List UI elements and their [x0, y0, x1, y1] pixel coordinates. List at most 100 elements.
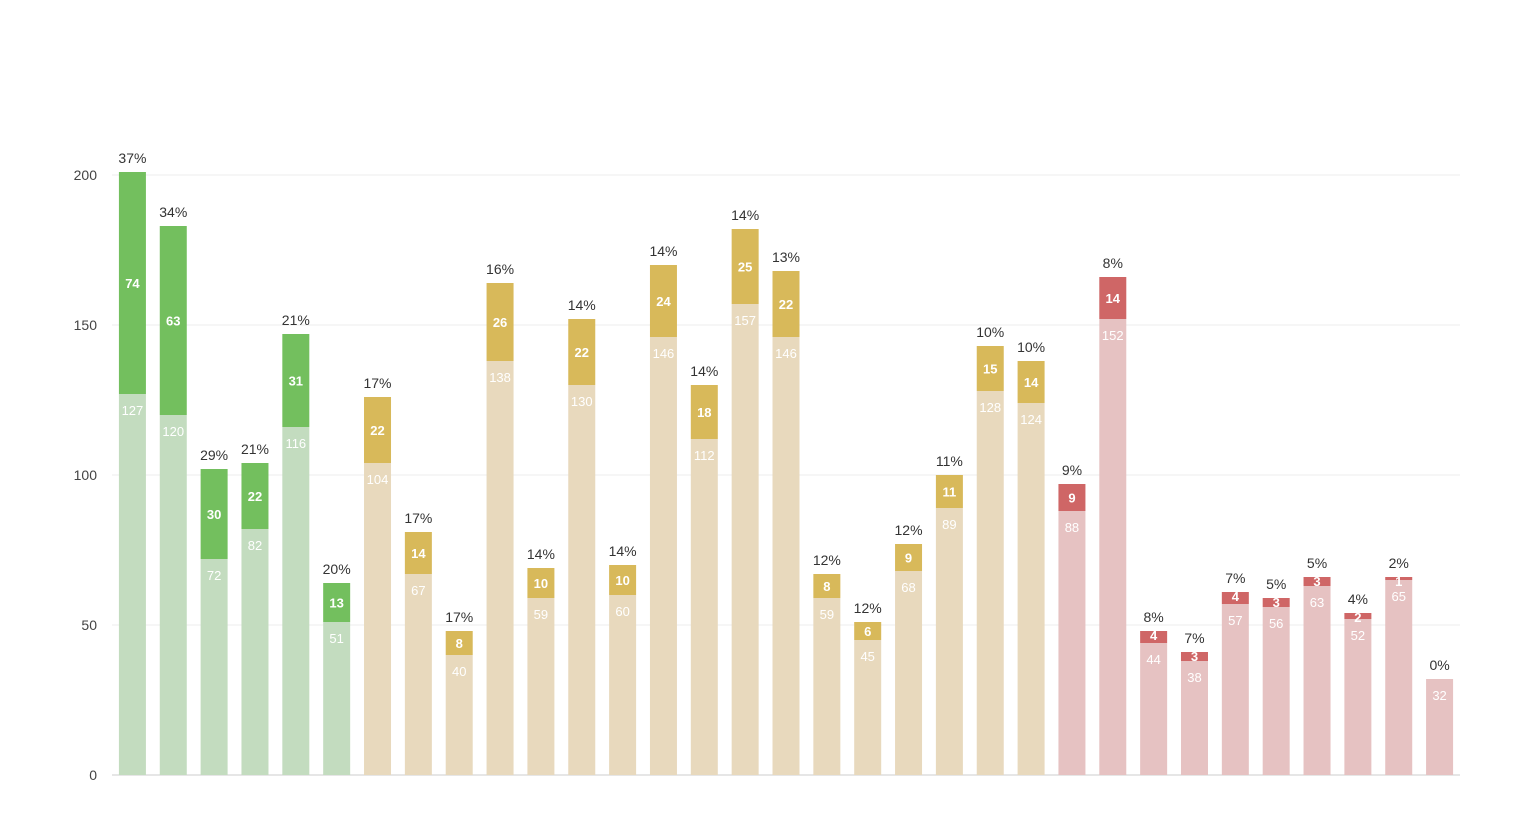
- bar-percent-label: 14%: [690, 363, 718, 379]
- bar-base-value-label: 124: [1020, 412, 1042, 427]
- bar-top-value-label: 10: [534, 576, 548, 591]
- bar-percent-label: 17%: [445, 609, 473, 625]
- bar-base-value-label: 127: [122, 403, 144, 418]
- bar-top-value-label: 14: [1106, 291, 1121, 306]
- bar-base-segment: [323, 622, 351, 775]
- bar-top-value-label: 22: [248, 489, 262, 504]
- bar-base-value-label: 59: [534, 607, 548, 622]
- bar-top-segment: [1262, 598, 1290, 607]
- bar-base-segment: [1058, 511, 1086, 775]
- bar-base-segment: [1221, 604, 1249, 775]
- bar-base-segment: [690, 439, 718, 775]
- bar-top-segment: [690, 385, 718, 439]
- bar-percent-label: 9%: [1062, 462, 1082, 478]
- bar-top-segment: [527, 568, 555, 598]
- bar-base-segment: [854, 640, 882, 775]
- bar-percent-label: 14%: [527, 546, 555, 562]
- bar-base-segment: [731, 304, 759, 775]
- bar-top-value-label: 10: [615, 573, 629, 588]
- bar-percent-label: 10%: [1017, 339, 1045, 355]
- bar-percent-label: 12%: [895, 522, 923, 538]
- bar-base-value-label: 152: [1102, 328, 1124, 343]
- bar-percent-label: 29%: [200, 447, 228, 463]
- bar-top-segment: [200, 469, 228, 559]
- bar-base-value-label: 68: [901, 580, 915, 595]
- bar-top-segment: [976, 346, 1004, 391]
- bar-top-value-label: 22: [370, 423, 384, 438]
- bar-percent-label: 14%: [609, 543, 637, 559]
- bar-top-value-label: 3: [1191, 649, 1198, 664]
- bar-top-segment: [731, 229, 759, 304]
- bar-base-value-label: 60: [615, 604, 629, 619]
- bar-top-segment: [445, 631, 473, 655]
- bar-top-value-label: 15: [983, 362, 997, 377]
- bar-top-value-label: 30: [207, 507, 221, 522]
- bar-base-segment: [568, 385, 596, 775]
- bar-top-segment: [1385, 577, 1413, 580]
- bar-percent-label: 14%: [649, 243, 677, 259]
- bar-base-value-label: 157: [734, 313, 756, 328]
- bar-top-value-label: 9: [1068, 491, 1075, 506]
- bar-top-segment: [1058, 484, 1086, 511]
- bar-percent-label: 21%: [241, 441, 269, 457]
- bar-base-segment: [1099, 319, 1127, 775]
- bar-base-value-label: 89: [942, 517, 956, 532]
- bar-base-segment: [118, 394, 146, 775]
- bar-base-value-label: 116: [285, 436, 306, 451]
- bar-top-value-label: 8: [456, 636, 463, 651]
- bar-base-segment: [1262, 607, 1290, 775]
- bar-top-value-label: 11: [943, 485, 957, 500]
- bar-top-value-label: 13: [329, 596, 343, 611]
- y-tick-label: 150: [74, 317, 98, 333]
- bar-base-segment: [404, 574, 432, 775]
- bar-base-value-label: 72: [207, 568, 221, 583]
- bar-top-segment: [118, 172, 146, 394]
- bar-top-value-label: 25: [738, 260, 752, 275]
- bar-top-segment: [404, 532, 432, 574]
- bar-top-segment: [813, 574, 841, 598]
- bar-percent-label: 34%: [159, 204, 187, 220]
- bar-top-segment: [282, 334, 310, 427]
- bar-base-value-label: 130: [571, 394, 593, 409]
- bar-percent-label: 20%: [323, 561, 351, 577]
- bar-percent-label: 8%: [1144, 609, 1164, 625]
- bar-top-value-label: 31: [289, 374, 303, 389]
- bar-top-value-label: 22: [779, 297, 793, 312]
- bar-top-value-label: 24: [656, 294, 671, 309]
- bar-top-segment: [1180, 652, 1208, 661]
- bar-top-segment: [1099, 277, 1127, 319]
- bar-top-value-label: 1: [1395, 574, 1402, 589]
- bar-percent-label: 5%: [1266, 576, 1286, 592]
- bar-base-segment: [895, 571, 923, 775]
- bar-top-segment: [772, 271, 800, 337]
- bar-base-segment: [609, 595, 637, 775]
- bar-top-segment: [895, 544, 923, 571]
- bar-base-value-label: 57: [1228, 613, 1242, 628]
- bar-percent-label: 14%: [568, 297, 596, 313]
- bar-top-segment: [159, 226, 187, 415]
- bar-base-value-label: 40: [452, 664, 466, 679]
- bar-top-segment: [935, 475, 963, 508]
- bar-top-segment: [609, 565, 637, 595]
- bar-base-segment: [1140, 643, 1168, 775]
- bar-top-value-label: 2: [1354, 610, 1361, 625]
- bar-top-value-label: 14: [1024, 375, 1039, 390]
- bar-top-segment: [568, 319, 596, 385]
- bar-percent-label: 2%: [1389, 555, 1409, 571]
- bar-top-value-label: 3: [1313, 574, 1320, 589]
- bar-percent-label: 14%: [731, 207, 759, 223]
- bar-top-segment: [1140, 631, 1168, 643]
- bar-percent-label: 4%: [1348, 591, 1368, 607]
- bar-percent-label: 8%: [1103, 255, 1123, 271]
- bar-base-segment: [1017, 403, 1045, 775]
- bar-percent-label: 17%: [404, 510, 432, 526]
- bar-percent-label: 37%: [118, 150, 146, 166]
- y-tick-label: 100: [74, 467, 98, 483]
- bar-base-value-label: 88: [1065, 520, 1079, 535]
- bar-percent-label: 7%: [1184, 630, 1204, 646]
- bar-base-value-label: 120: [162, 424, 184, 439]
- bar-base-segment: [935, 508, 963, 775]
- bar-percent-label: 7%: [1225, 570, 1245, 586]
- bar-base-value-label: 38: [1187, 670, 1201, 685]
